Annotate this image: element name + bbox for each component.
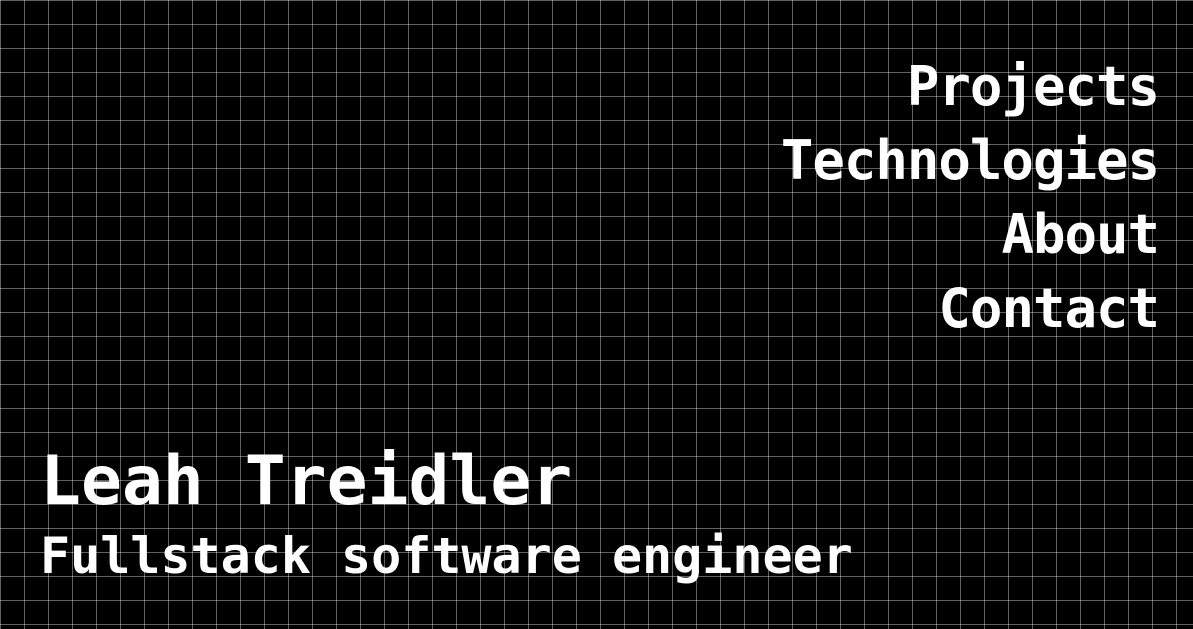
main-nav: Projects Technologies About Contact: [780, 50, 1160, 346]
nav-link-projects[interactable]: Projects: [906, 55, 1160, 118]
hero-section: Leah Treidler Fullstack software enginee…: [40, 440, 853, 588]
hero-name: Leah Treidler: [40, 442, 573, 521]
nav-link-technologies[interactable]: Technologies: [780, 129, 1160, 192]
nav-link-about[interactable]: About: [1001, 203, 1160, 266]
hero-role: Fullstack software engineer: [40, 527, 853, 585]
nav-link-contact[interactable]: Contact: [938, 277, 1160, 340]
